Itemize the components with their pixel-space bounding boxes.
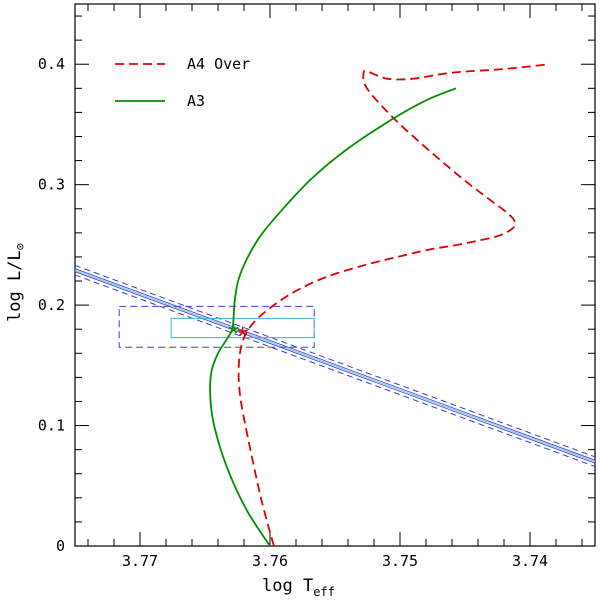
error-boxes (118, 305, 315, 348)
series-line-a3 (209, 87, 457, 546)
x-tick-label: 3.77 (122, 552, 158, 570)
x-axis-title-sub: eff (313, 585, 335, 599)
y-tick-label: 0.4 (38, 55, 65, 73)
y-axis-title-sub: ⊙ (13, 243, 27, 250)
model-markers (228, 324, 248, 337)
star-marker-a3 (228, 324, 239, 334)
band-center (75, 269, 595, 463)
x-axis-title-main: log T (262, 576, 313, 596)
axis-ticks (75, 4, 595, 547)
x-tick-label: 3.75 (382, 552, 418, 570)
axis-tick-labels: 3.77 3.76 3.75 3.74 0 0.1 0.2 0.3 0.4 (38, 55, 548, 570)
band-bound-lower (75, 274, 595, 467)
band-center-edge-top (75, 268, 595, 461)
error-box-inner (170, 317, 315, 339)
y-axis-title-main: log L/L (5, 250, 25, 322)
star-marker-a4-over (237, 326, 248, 337)
legend-label-a3: A3 (187, 92, 205, 110)
band-center-edge-bottom (75, 271, 595, 464)
y-tick-label: 0 (56, 537, 65, 555)
legend: A4 Over A3 (115, 55, 250, 110)
plot-frame (74, 3, 596, 547)
constraint-band (75, 264, 595, 467)
band-bound-upper (75, 264, 595, 458)
x-tick-label: 3.74 (512, 552, 548, 570)
y-tick-label: 0.3 (38, 176, 65, 194)
series-line-a4-over (237, 63, 550, 546)
y-tick-label: 0.1 (38, 417, 65, 435)
track-curves (209, 63, 550, 546)
x-tick-label: 3.76 (252, 552, 288, 570)
legend-label-a4-over: A4 Over (187, 55, 250, 73)
y-axis-title: log L/L⊙ (5, 243, 27, 322)
x-axis-title: log Teff (262, 576, 335, 599)
y-tick-label: 0.2 (38, 296, 65, 314)
